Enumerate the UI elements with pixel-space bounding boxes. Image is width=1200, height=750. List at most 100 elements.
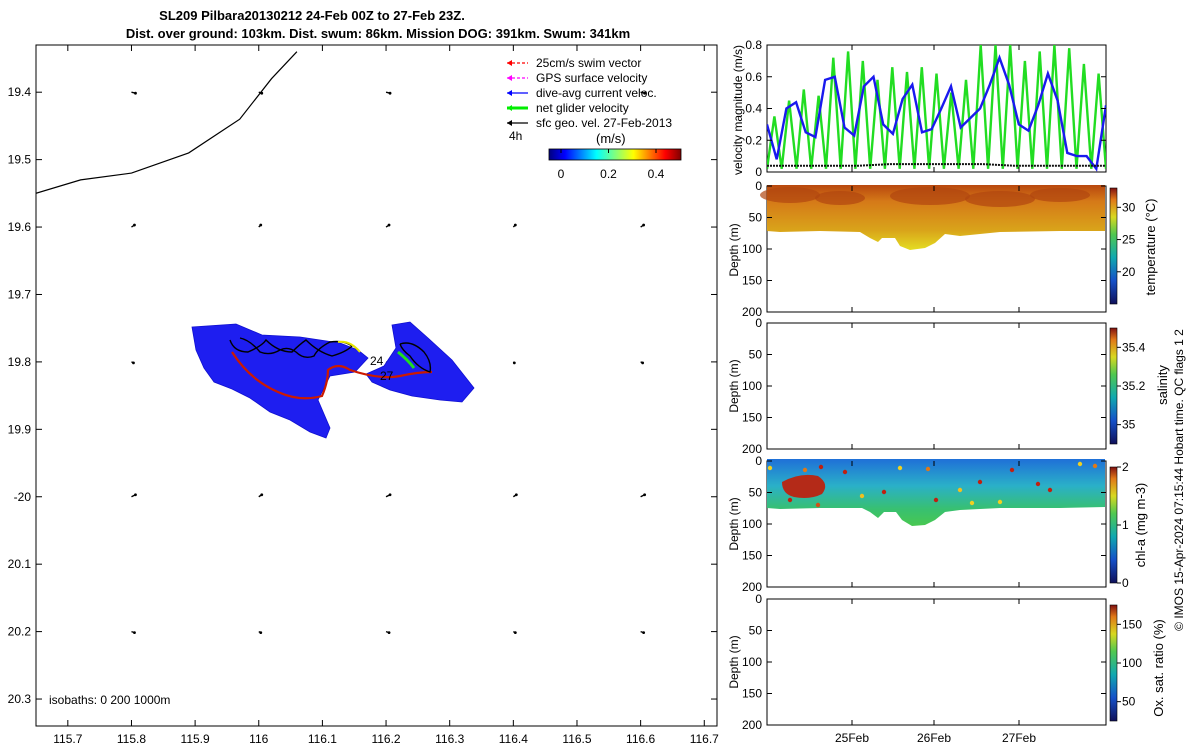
chlorophyll-colorbar: [1109, 466, 1118, 584]
temperature-y-ticks: 0 50 100 150 200: [742, 179, 1106, 319]
map-y-tick-label: 19.7: [8, 287, 32, 301]
depth-y-tick-label: 150: [742, 411, 762, 425]
colorbar-tick-label: 35.2: [1122, 379, 1146, 393]
chlorophyll-colorbar-ticks: 0 1 2: [1117, 460, 1129, 590]
chlorophyll-point: [842, 469, 848, 475]
map-x-tick-label: 116.5: [562, 732, 591, 746]
map-x-tick-label: 116.4: [499, 732, 528, 746]
depth-y-tick-label: 0: [755, 316, 762, 330]
legend-swatch-arrowhead: [507, 90, 512, 96]
chlorophyll-point: [1047, 487, 1053, 493]
chlorophyll-point: [787, 497, 793, 503]
salinity-colorbar-ticks: 35 35.2 35.4: [1117, 340, 1146, 432]
oxygen-colorbar-label: Ox. sat. ratio (%): [1151, 619, 1166, 717]
legend-swatch-arrowhead: [507, 60, 512, 66]
warm-patch: [1030, 188, 1090, 202]
legend-swatch-arrowhead: [507, 120, 512, 126]
legend-swatch-arrowhead: [507, 75, 512, 81]
oxygen-ylabel: Depth (m): [727, 635, 741, 688]
chlorophyll-point: [957, 487, 963, 493]
chlorophyll-colorbar-label: chl-a (mg m-3): [1133, 483, 1148, 568]
colorbar-tick-label: 150: [1122, 617, 1142, 631]
depth-y-tick-label: 200: [742, 305, 762, 319]
depth-y-tick-label: 100: [742, 655, 762, 669]
map-x-tick-label: 116.1: [308, 732, 337, 746]
surface-velocity-line: [767, 163, 1106, 167]
salinity-panel: 0 50 100 150 200 Depth (m) 35 35.2 35.4 salini…: [727, 316, 1170, 456]
depth-y-tick-label: 200: [742, 442, 762, 456]
colorbar-tick-label: 25: [1122, 233, 1136, 247]
geostrophic-arrow-head: [388, 91, 392, 95]
map-y-tick-label: 19.9: [8, 422, 32, 436]
oxygen-y-ticks: 0 50 100 150 200: [742, 592, 1106, 732]
oxygen-axes-box: [766, 598, 1107, 726]
chlorophyll-point: [767, 465, 773, 471]
dive-avg-current-line: [767, 54, 1106, 172]
map-y-tick-label: 20.2: [8, 625, 32, 639]
geostrophic-arrow-head: [642, 631, 646, 635]
title-line-1: SL209 Pilbara20130212 24-Feb 00Z to 27-F…: [159, 8, 465, 23]
geostrophic-arrow-head: [642, 223, 646, 227]
track-yellow-edge: [337, 340, 361, 353]
glider-track: [191, 321, 475, 439]
chlorophyll-point: [818, 464, 824, 470]
temperature-colorbar-ticks: 20 25 30: [1117, 200, 1136, 279]
geostrophic-arrow-head: [260, 493, 264, 497]
map-x-ticks: 115.7 115.8 115.9 116 116.1 116.2 116.3 116.4 11…: [53, 45, 719, 746]
map-x-tick-label: 115.7: [53, 732, 82, 746]
temperature-panel: 0 50 100 150 200 Depth (m) 20 25 30 temperatur…: [727, 179, 1158, 319]
colorbar-tick-label: 0: [1122, 576, 1129, 590]
depth-y-tick-label: 200: [742, 718, 762, 732]
depth-y-tick-label: 0: [755, 592, 762, 606]
depth-y-tick-label: 0: [755, 454, 762, 468]
credit-text: © IMOS 15-Apr-2024 07:15:44 Hobart time.…: [1172, 329, 1186, 631]
temperature-colorbar: [1109, 187, 1118, 305]
dive-avg-current-fan-east: [365, 321, 475, 403]
time-x-ticks: 25Feb 26Feb 27Feb: [835, 45, 1036, 745]
legend-item-label: sfc geo. vel. 27-Feb-2013: [536, 116, 672, 130]
chlorophyll-point: [897, 465, 903, 471]
geostrophic-arrow-head: [133, 631, 136, 635]
coastline: [36, 51, 298, 194]
depth-y-tick-label: 100: [742, 242, 762, 256]
speed-colorbar-ticks: 0 0.2 0.4: [558, 149, 665, 181]
colorbar-title: (m/s): [596, 131, 626, 146]
geostrophic-arrow-head: [260, 91, 264, 95]
legend-item-label: 25cm/s swim vector: [536, 56, 641, 70]
colorbar-tick-label: 2: [1122, 460, 1129, 474]
chlorophyll-scatter-points: [767, 461, 1098, 508]
colorbar-tick-label: 1: [1122, 518, 1129, 532]
map-y-tick-label: -20: [14, 490, 32, 504]
speed-colorbar: [548, 148, 682, 161]
oxygen-colorbar: [1109, 604, 1118, 722]
geostrophic-arrow-head: [388, 493, 392, 497]
map-y-tick-label: 19.5: [8, 153, 32, 167]
salinity-y-ticks: 0 50 100 150 200: [742, 316, 1106, 456]
geostrophic-velocity-arrows: [131, 91, 647, 635]
geostrophic-arrow-head: [641, 361, 645, 365]
geostrophic-arrow-head: [514, 493, 518, 497]
track-label-end: 27: [380, 369, 394, 383]
salinity-colorbar-label: salinity: [1155, 365, 1170, 405]
speed-colorbar-tick-label: 0.4: [648, 167, 665, 181]
geostrophic-arrow-head: [134, 91, 137, 95]
salinity-colorbar: [1109, 327, 1118, 445]
velocity-y-tick-label: 0.2: [745, 133, 762, 147]
chlorophyll-point: [969, 500, 975, 506]
map-y-ticks: 19.4 19.5 19.6 19.7 19.8 19.9 -20 20.1 20.2 20.3: [8, 85, 717, 706]
legend-item-label: dive-avg current veloc.: [536, 86, 657, 100]
chlorophyll-point: [859, 493, 865, 499]
colorbar-tick-label: 30: [1122, 200, 1136, 214]
salinity-axes-box: [766, 322, 1107, 450]
geostrophic-arrow-head: [259, 631, 263, 635]
depth-y-tick-label: 200: [742, 580, 762, 594]
legend-scale-label: 4h: [509, 129, 522, 143]
chlorophyll-section: [767, 459, 1105, 526]
velocity-y-ticks: 0 0.2 0.4 0.6 0.8: [745, 38, 1106, 179]
depth-y-tick-label: 0: [755, 179, 762, 193]
salinity-ylabel: Depth (m): [727, 359, 741, 412]
velocity-y-tick-label: 0.8: [745, 38, 762, 52]
depth-y-tick-label: 50: [749, 348, 763, 362]
